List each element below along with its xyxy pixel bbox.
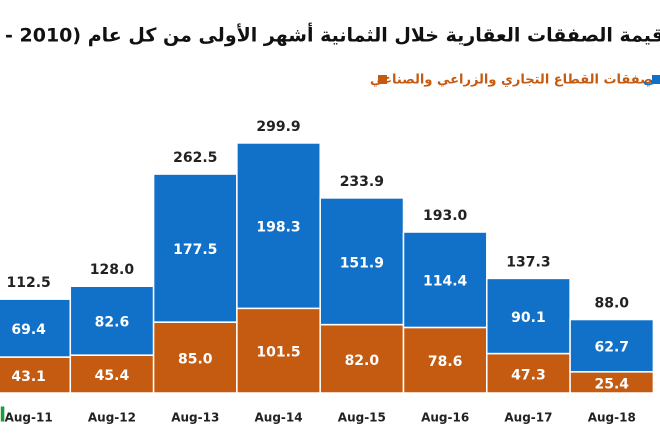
data-label: 82.6 (95, 315, 130, 331)
bar-segment (569, 318, 655, 373)
data-label: 85.0 (178, 352, 213, 368)
bar-segment (486, 277, 571, 355)
x-tick-label: Aug-17 (504, 411, 552, 425)
data-label: 69.4 (11, 322, 46, 338)
bar-segment (152, 321, 238, 394)
total-label: 112.5 (7, 275, 51, 291)
bar-segment (236, 142, 321, 310)
bar-segment (152, 173, 238, 323)
data-label: 151.9 (340, 255, 384, 271)
data-label: 90.1 (511, 310, 546, 326)
legend-swatch (652, 75, 660, 84)
x-tick-label: Aug-15 (338, 411, 386, 425)
x-tick-label: Aug-11 (5, 411, 53, 425)
total-label: 299.9 (256, 119, 300, 135)
total-label: 137.3 (506, 254, 550, 270)
bar-segment (319, 197, 405, 326)
data-label: 198.3 (256, 220, 300, 236)
x-tick-label: Aug-13 (171, 411, 219, 425)
legend-label: صفقات القطاع السكني (643, 73, 660, 88)
x-tick-label: Aug-16 (421, 411, 469, 425)
bar-segment (236, 307, 321, 394)
x-tick-label: Aug-12 (88, 411, 136, 425)
data-label: 45.4 (95, 368, 130, 384)
data-label: 82.0 (345, 353, 380, 369)
legend-label: صفقات القطاع التجاري والزراعي والصناعي (370, 73, 653, 88)
data-label: 177.5 (173, 242, 217, 258)
bar-segment (0, 298, 72, 358)
legend-swatch (378, 75, 387, 84)
bar-segment (319, 323, 405, 394)
bar-segment (402, 231, 488, 329)
chart-title: ى قيمة الصفقات العقارية خلال الثمانية أش… (0, 23, 660, 47)
x-tick-label: Aug-14 (254, 411, 302, 425)
data-label: 101.5 (256, 345, 300, 361)
watermark: الاقتصادية (0, 403, 6, 427)
data-label: 114.4 (423, 274, 468, 290)
data-label: 43.1 (11, 369, 46, 385)
total-label: 128.0 (90, 262, 135, 278)
total-label: 193.0 (423, 208, 468, 224)
bar-segment (486, 352, 571, 394)
total-label: 88.0 (594, 296, 629, 312)
data-label: 47.3 (511, 367, 546, 383)
data-label: 25.4 (594, 376, 629, 392)
data-label: 78.6 (428, 354, 463, 370)
total-label: 262.5 (173, 150, 217, 166)
total-label: 233.9 (340, 174, 384, 190)
x-tick-label: Aug-18 (588, 411, 636, 425)
data-label: 62.7 (594, 340, 629, 356)
